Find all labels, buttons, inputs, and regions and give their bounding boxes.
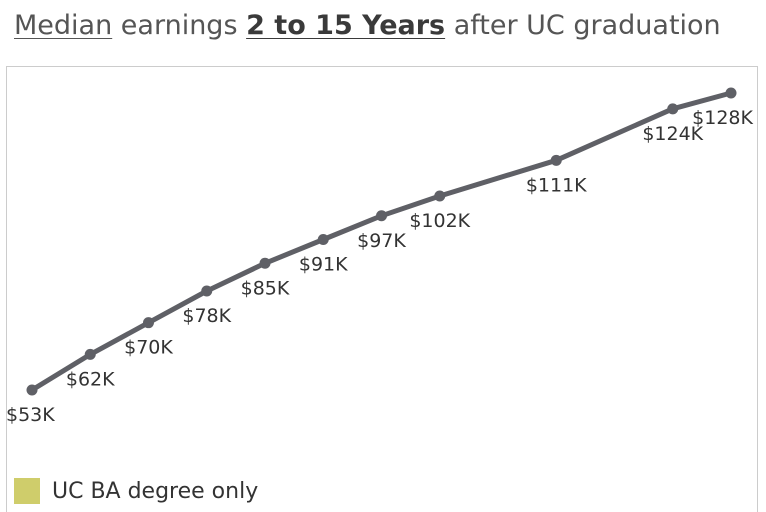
data-point (667, 103, 679, 115)
data-label: $102K (409, 210, 470, 232)
data-points (26, 87, 737, 396)
legend-swatch (14, 478, 40, 504)
data-label: $97K (357, 230, 406, 252)
data-label: $111K (526, 174, 587, 196)
data-point (725, 87, 737, 99)
data-label: $85K (241, 277, 290, 299)
data-point (376, 210, 387, 222)
data-point (143, 317, 154, 329)
data-label: $78K (182, 305, 231, 327)
title-median: Median (14, 10, 113, 41)
data-label: $53K (6, 404, 55, 426)
data-label: $62K (66, 368, 115, 390)
data-point (317, 234, 329, 246)
data-label: $91K (299, 254, 348, 276)
data-labels: $53K $62K $70K $78K $85K $91K $97K$102K $111K $1… (6, 107, 754, 426)
data-point (201, 285, 213, 297)
legend: UC BA degree only (14, 478, 258, 504)
data-point (259, 257, 271, 269)
legend-label: UC BA degree only (52, 478, 259, 504)
data-point (434, 190, 446, 202)
data-point (84, 348, 96, 360)
data-point (26, 384, 38, 396)
plot-area (6, 66, 758, 512)
data-point (550, 154, 562, 166)
title-after: after UC graduation (445, 10, 721, 41)
data-label: $124K (642, 123, 703, 145)
data-label: $128K (692, 107, 753, 129)
chart-title: Median earnings 2 to 15 Years after UC g… (14, 10, 721, 41)
title-years: 2 to 15 Years (246, 10, 446, 41)
data-label: $70K (124, 337, 173, 359)
title-earnings: earnings (112, 10, 247, 41)
